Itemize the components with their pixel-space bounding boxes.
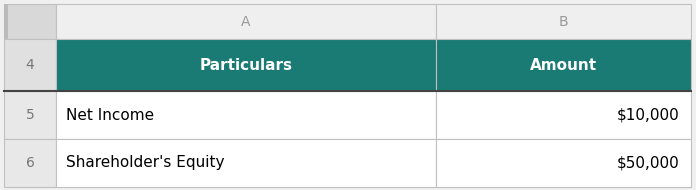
Bar (56, 91, 436, 139)
Text: $50,000: $50,000 (616, 155, 679, 170)
Bar (436, 139, 691, 187)
Bar (436, 4, 691, 39)
Bar (4, 139, 56, 187)
Bar (4, 4, 56, 39)
Text: B: B (559, 14, 569, 28)
Bar (56, 39, 436, 91)
Text: Shareholder's Equity: Shareholder's Equity (66, 155, 225, 170)
Bar (56, 139, 436, 187)
Text: 6: 6 (26, 156, 34, 170)
Text: Net Income: Net Income (66, 108, 154, 123)
Text: $10,000: $10,000 (616, 108, 679, 123)
Text: Amount: Amount (530, 58, 597, 73)
Bar (4, 39, 56, 91)
Text: 4: 4 (26, 58, 34, 72)
Bar (436, 91, 691, 139)
Text: A: A (242, 14, 251, 28)
Bar (4, 91, 56, 139)
Bar (56, 4, 436, 39)
Bar (4, 4, 8, 39)
Bar (436, 39, 691, 91)
Text: 5: 5 (26, 108, 34, 122)
Text: Particulars: Particulars (200, 58, 292, 73)
